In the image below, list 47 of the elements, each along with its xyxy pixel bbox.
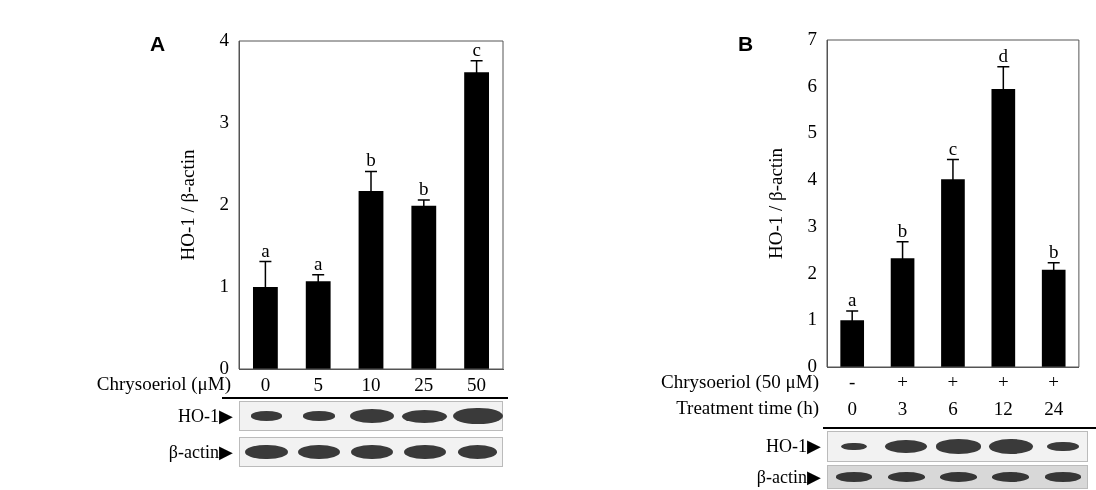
y-tick-label: 1 bbox=[807, 308, 817, 330]
annotation: a bbox=[313, 252, 323, 274]
annotation: a bbox=[261, 239, 271, 261]
x-tick-label: 12 bbox=[993, 398, 1013, 420]
x-tick-label: 24 bbox=[1044, 398, 1064, 420]
annotation: b bbox=[366, 149, 376, 171]
y-axis-title: HO-1 / β-actin bbox=[764, 147, 786, 259]
x-tick-label: 25 bbox=[414, 374, 434, 396]
chart-title: A bbox=[150, 32, 166, 56]
x-tick-label: 0 bbox=[847, 398, 857, 420]
text: + bbox=[947, 370, 959, 392]
annotation: b bbox=[419, 178, 429, 200]
chart-title: B bbox=[738, 32, 754, 56]
y-tick-label: 4 bbox=[219, 28, 230, 50]
x-axis-title: Treatment time (h) bbox=[676, 396, 819, 419]
text: + bbox=[1048, 370, 1060, 392]
x-tick-label: 5 bbox=[313, 374, 323, 396]
y-tick-label: 0 bbox=[807, 354, 817, 376]
x-tick-label: 10 bbox=[361, 374, 381, 396]
y-tick-label: 3 bbox=[219, 110, 229, 132]
x-tick-label: 50 bbox=[467, 374, 487, 396]
annotation: b bbox=[1048, 240, 1059, 262]
annotation: a bbox=[847, 288, 857, 310]
y-tick-label: 1 bbox=[219, 274, 229, 296]
y-tick-label: 2 bbox=[807, 261, 817, 283]
y-tick-label: 3 bbox=[807, 214, 817, 236]
x-tick-label: 6 bbox=[948, 398, 958, 420]
y-axis-title: HO-1 / β-actin bbox=[176, 149, 198, 261]
y-tick-label: 2 bbox=[219, 192, 229, 214]
text: β-actin▶ bbox=[756, 466, 821, 489]
y-tick-label: 6 bbox=[807, 74, 817, 96]
y-tick-label: 5 bbox=[807, 121, 817, 143]
y-tick-label: 4 bbox=[807, 168, 818, 190]
annotation: d bbox=[998, 44, 1009, 66]
annotation: c bbox=[472, 38, 481, 60]
y-tick-label: 0 bbox=[219, 356, 229, 378]
text: + bbox=[897, 370, 908, 392]
text: + bbox=[997, 370, 1009, 392]
y-tick-label: 7 bbox=[807, 27, 817, 49]
x-tick-label: 0 bbox=[260, 374, 271, 396]
text: HO-1▶ bbox=[766, 435, 821, 458]
x-tick-label: 3 bbox=[897, 398, 908, 420]
text: HO-1▶ bbox=[178, 405, 233, 428]
text: - bbox=[849, 370, 856, 392]
annotation: b bbox=[897, 219, 908, 241]
text: β-actin▶ bbox=[168, 441, 233, 464]
annotation: c bbox=[948, 137, 958, 159]
